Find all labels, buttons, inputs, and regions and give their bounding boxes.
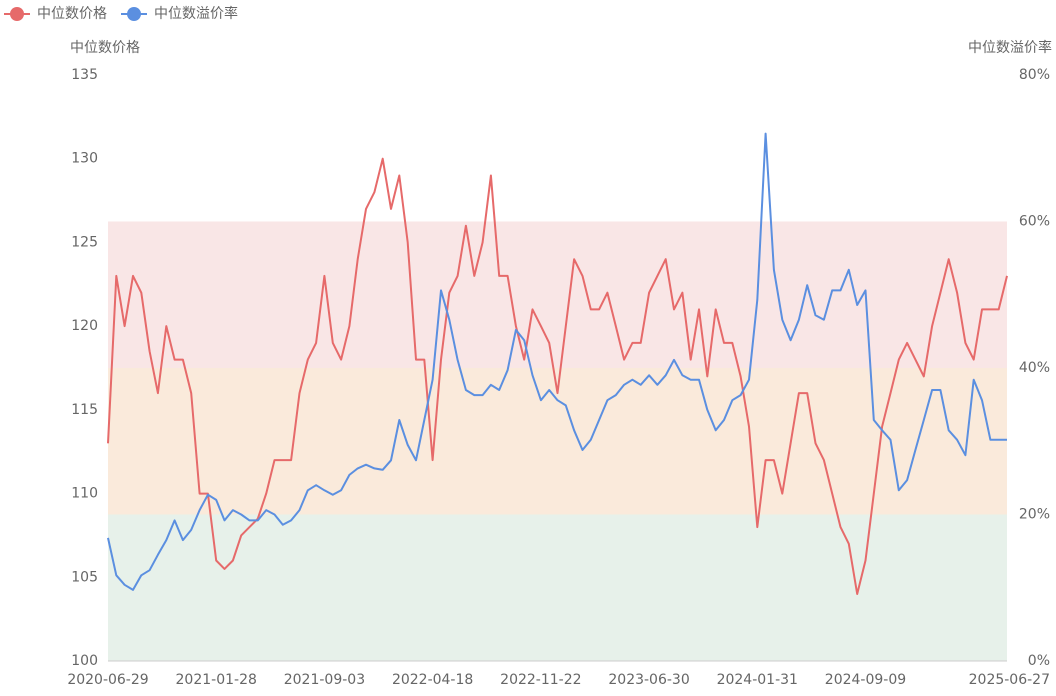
x-tick-label: 2022-04-18	[392, 672, 473, 688]
x-tick-label: 2021-09-03	[284, 672, 365, 688]
y2-tick-label: 60%	[1019, 214, 1050, 230]
y-tick-label: 125	[71, 234, 98, 250]
legend-label: 中位数价格	[37, 6, 107, 22]
x-tick-label: 2023-06-30	[608, 672, 689, 688]
x-tick-label: 2024-01-31	[717, 672, 798, 688]
legend-item: 中位数价格	[4, 6, 107, 22]
legend-marker	[10, 7, 24, 21]
x-tick-label: 2024-09-09	[825, 672, 906, 688]
legend-label: 中位数溢价率	[154, 5, 238, 22]
y2-tick-label: 0%	[1028, 653, 1050, 669]
x-tick-label: 2020-06-29	[67, 672, 148, 688]
x-tick-label: 2022-11-22	[500, 672, 581, 688]
y-tick-label: 135	[71, 67, 98, 83]
legend-item: 中位数溢价率	[121, 5, 238, 22]
x-tick-label: 2021-01-28	[176, 672, 257, 688]
y2-tick-label: 20%	[1019, 507, 1050, 523]
y-tick-label: 115	[71, 402, 98, 418]
y-tick-label: 120	[71, 318, 98, 334]
y-tick-label: 105	[71, 569, 98, 585]
y2-axis-name: 中位数溢价率	[968, 39, 1052, 56]
x-tick-label: 2025-06-27	[969, 672, 1050, 688]
series-line	[107, 132, 1007, 591]
legend-marker	[127, 7, 141, 21]
mark-area	[108, 514, 1007, 661]
y-tick-label: 100	[71, 653, 98, 669]
y-axis-name: 中位数价格	[70, 40, 140, 56]
y2-tick-label: 40%	[1019, 360, 1050, 376]
y-tick-label: 110	[71, 486, 98, 502]
y-tick-label: 130	[71, 151, 98, 167]
series-line	[107, 157, 1008, 595]
y2-tick-label: 80%	[1019, 67, 1050, 83]
mark-area	[108, 221, 1007, 368]
